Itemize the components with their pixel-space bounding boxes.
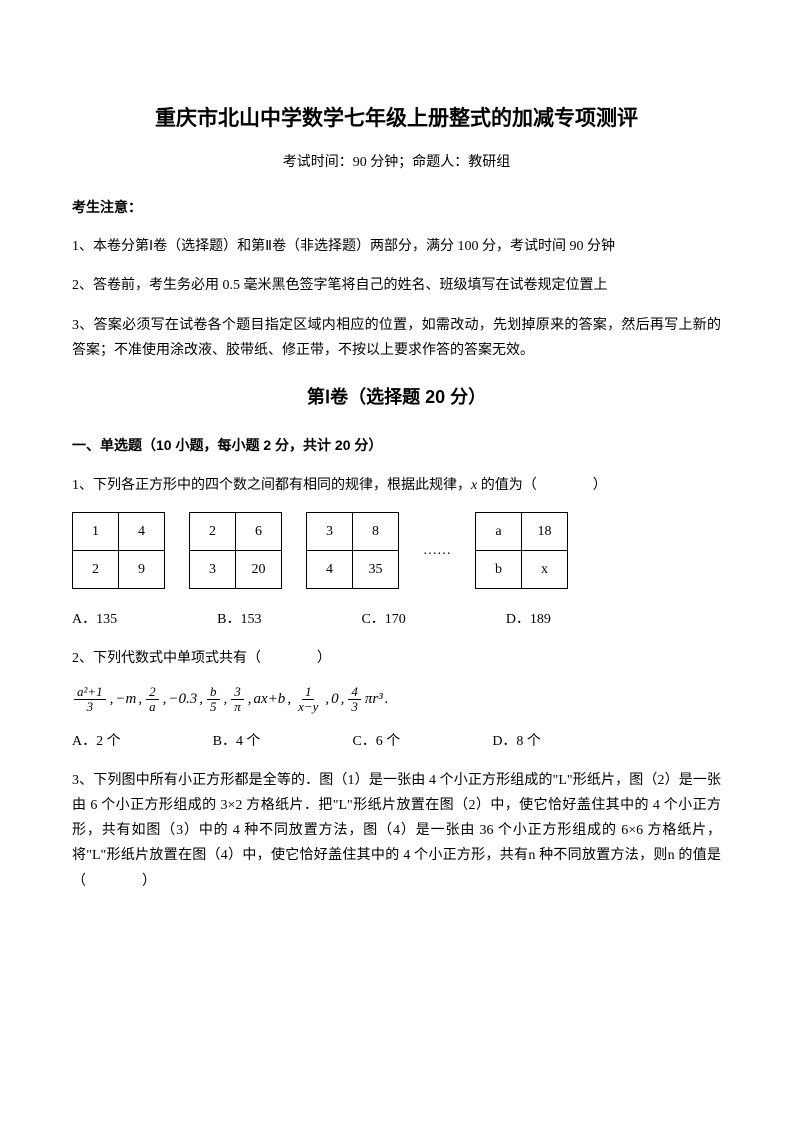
num: a²+1 (74, 685, 106, 700)
grid-2: 26 320 (189, 512, 282, 589)
den: a (146, 700, 159, 714)
num: b (207, 685, 220, 700)
grid-4: a18 bx (475, 512, 568, 589)
term-7: ax+b (254, 686, 286, 713)
cell: 3 (190, 550, 236, 588)
q2-options: A．2 个 B．4 个 C．6 个 D．8 个 (72, 729, 721, 754)
frac-8: 1x−y (295, 685, 321, 715)
cell: 2 (73, 550, 119, 588)
option-b: B．4 个 (213, 729, 261, 754)
cell: 8 (353, 512, 399, 550)
notice-header: 考生注意： (72, 195, 721, 220)
frac-10: 43 (348, 685, 361, 715)
frac-3: 2a (146, 685, 159, 715)
q1-text-before: 1、下列各正方形中的四个数之间都有相同的规律，根据此规律， (72, 478, 471, 493)
cell: 1 (73, 512, 119, 550)
term-10-suffix: πr³ (365, 686, 383, 713)
num: 2 (146, 685, 159, 700)
ellipsis: …… (423, 538, 451, 563)
option-b: B．153 (217, 607, 261, 632)
subsection-title: 一、单选题（10 小题，每小题 2 分，共计 20 分） (72, 433, 721, 458)
grid-1: 14 29 (72, 512, 165, 589)
cell: 6 (236, 512, 282, 550)
question-3: 3、下列图中所有小正方形都是全等的．图（1）是一张由 4 个小正方形组成的"L"… (72, 768, 721, 894)
cell: 4 (307, 550, 353, 588)
cell: 3 (307, 512, 353, 550)
cell: 2 (190, 512, 236, 550)
den: x−y (295, 700, 321, 714)
frac-5: b5 (207, 685, 220, 715)
q1-options: A．135 B．153 C．170 D．189 (72, 607, 721, 632)
num: 3 (231, 685, 244, 700)
q1-text-after: 的值为（ ） (477, 478, 607, 493)
notice-2: 2、答卷前，考生务必用 0.5 毫米黑色签字笔将自己的姓名、班级填写在试卷规定位… (72, 273, 721, 298)
term-4: −0.3 (168, 686, 197, 713)
cell: a (476, 512, 522, 550)
frac-1: a²+13 (74, 685, 106, 715)
cell: 4 (119, 512, 165, 550)
num: 4 (348, 685, 361, 700)
term-2: −m (115, 686, 136, 713)
period: . (385, 686, 389, 713)
option-a: A．2 个 (72, 729, 121, 754)
num: 1 (302, 685, 315, 700)
option-c: C．170 (361, 607, 405, 632)
notice-3: 3、答案必须写在试卷各个题目指定区域内相应的位置，如需改动，先划掉原来的答案，然… (72, 313, 721, 363)
frac-6: 3π (231, 685, 244, 715)
option-c: C．6 个 (352, 729, 400, 754)
cell: 35 (353, 550, 399, 588)
q2-math: a²+13, −m, 2a, −0.3, b5, 3π, ax+b, 1x−y,… (72, 685, 721, 715)
cell: 18 (522, 512, 568, 550)
question-1: 1、下列各正方形中的四个数之间都有相同的规律，根据此规律，x 的值为（ ） (72, 473, 721, 498)
term-9: 0 (331, 686, 339, 713)
cell: 20 (236, 550, 282, 588)
den: 3 (84, 700, 97, 714)
option-d: D．189 (506, 607, 551, 632)
option-a: A．135 (72, 607, 117, 632)
den: π (231, 700, 244, 714)
question-2: 2、下列代数式中单项式共有（ ） (72, 646, 721, 671)
exam-title: 重庆市北山中学数学七年级上册整式的加减专项测评 (72, 100, 721, 138)
section-title: 第Ⅰ卷（选择题 20 分） (72, 381, 721, 413)
cell: 9 (119, 550, 165, 588)
notice-1: 1、本卷分第Ⅰ卷（选择题）和第Ⅱ卷（非选择题）两部分，满分 100 分，考试时间… (72, 234, 721, 259)
exam-subtitle: 考试时间：90 分钟；命题人：教研组 (72, 150, 721, 175)
grid-3: 38 435 (306, 512, 399, 589)
q1-grids: 14 29 26 320 38 435 …… a18 bx (72, 512, 721, 589)
cell: b (476, 550, 522, 588)
option-d: D．8 个 (492, 729, 541, 754)
den: 5 (207, 700, 220, 714)
cell: x (522, 550, 568, 588)
den: 3 (348, 700, 361, 714)
